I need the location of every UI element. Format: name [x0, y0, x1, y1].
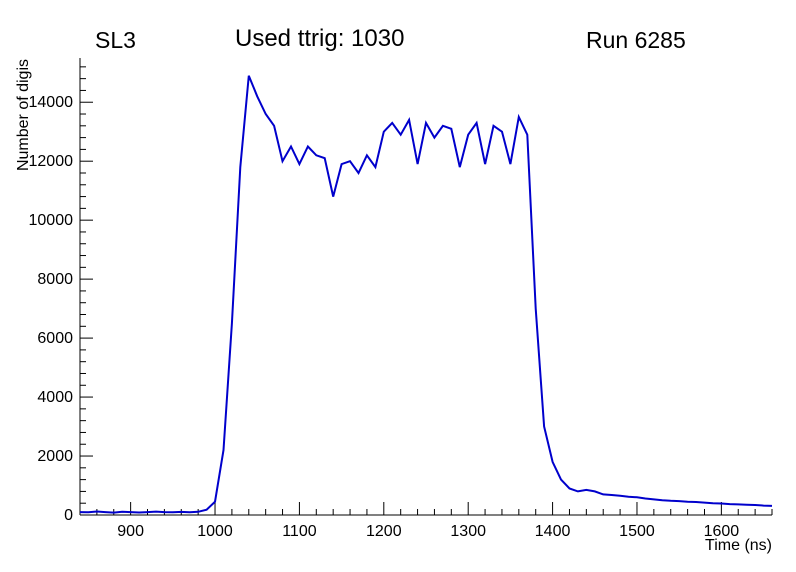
- y-tick-label: 2000: [37, 448, 73, 465]
- y-tick-label: 10000: [29, 212, 74, 229]
- x-tick-label: 900: [117, 523, 144, 540]
- y-tick-label: 8000: [37, 271, 73, 288]
- y-tick-label: 0: [64, 507, 73, 524]
- y-tick-label: 6000: [37, 330, 73, 347]
- y-axis-title: Number of digis: [15, 58, 32, 172]
- x-tick-label: 1500: [619, 523, 655, 540]
- x-tick-label: 1300: [450, 523, 486, 540]
- chart-corner-label-left: SL3: [95, 27, 136, 53]
- y-tick-label: 12000: [29, 153, 74, 170]
- x-tick-label: 1600: [704, 523, 740, 540]
- data-series-line: [79, 75, 773, 514]
- x-tick-label: 1100: [282, 523, 317, 540]
- x-axis-title: Time (ns): [705, 537, 772, 554]
- chart-corner-label-right: Run 6285: [586, 27, 686, 53]
- x-tick-label: 1000: [197, 523, 233, 540]
- x-tick-label: 1400: [535, 523, 571, 540]
- chart-title: Used ttrig: 1030: [235, 25, 405, 52]
- x-tick-label: 1200: [366, 523, 402, 540]
- y-tick-label: 4000: [37, 389, 73, 406]
- y-tick-label: 14000: [29, 94, 74, 111]
